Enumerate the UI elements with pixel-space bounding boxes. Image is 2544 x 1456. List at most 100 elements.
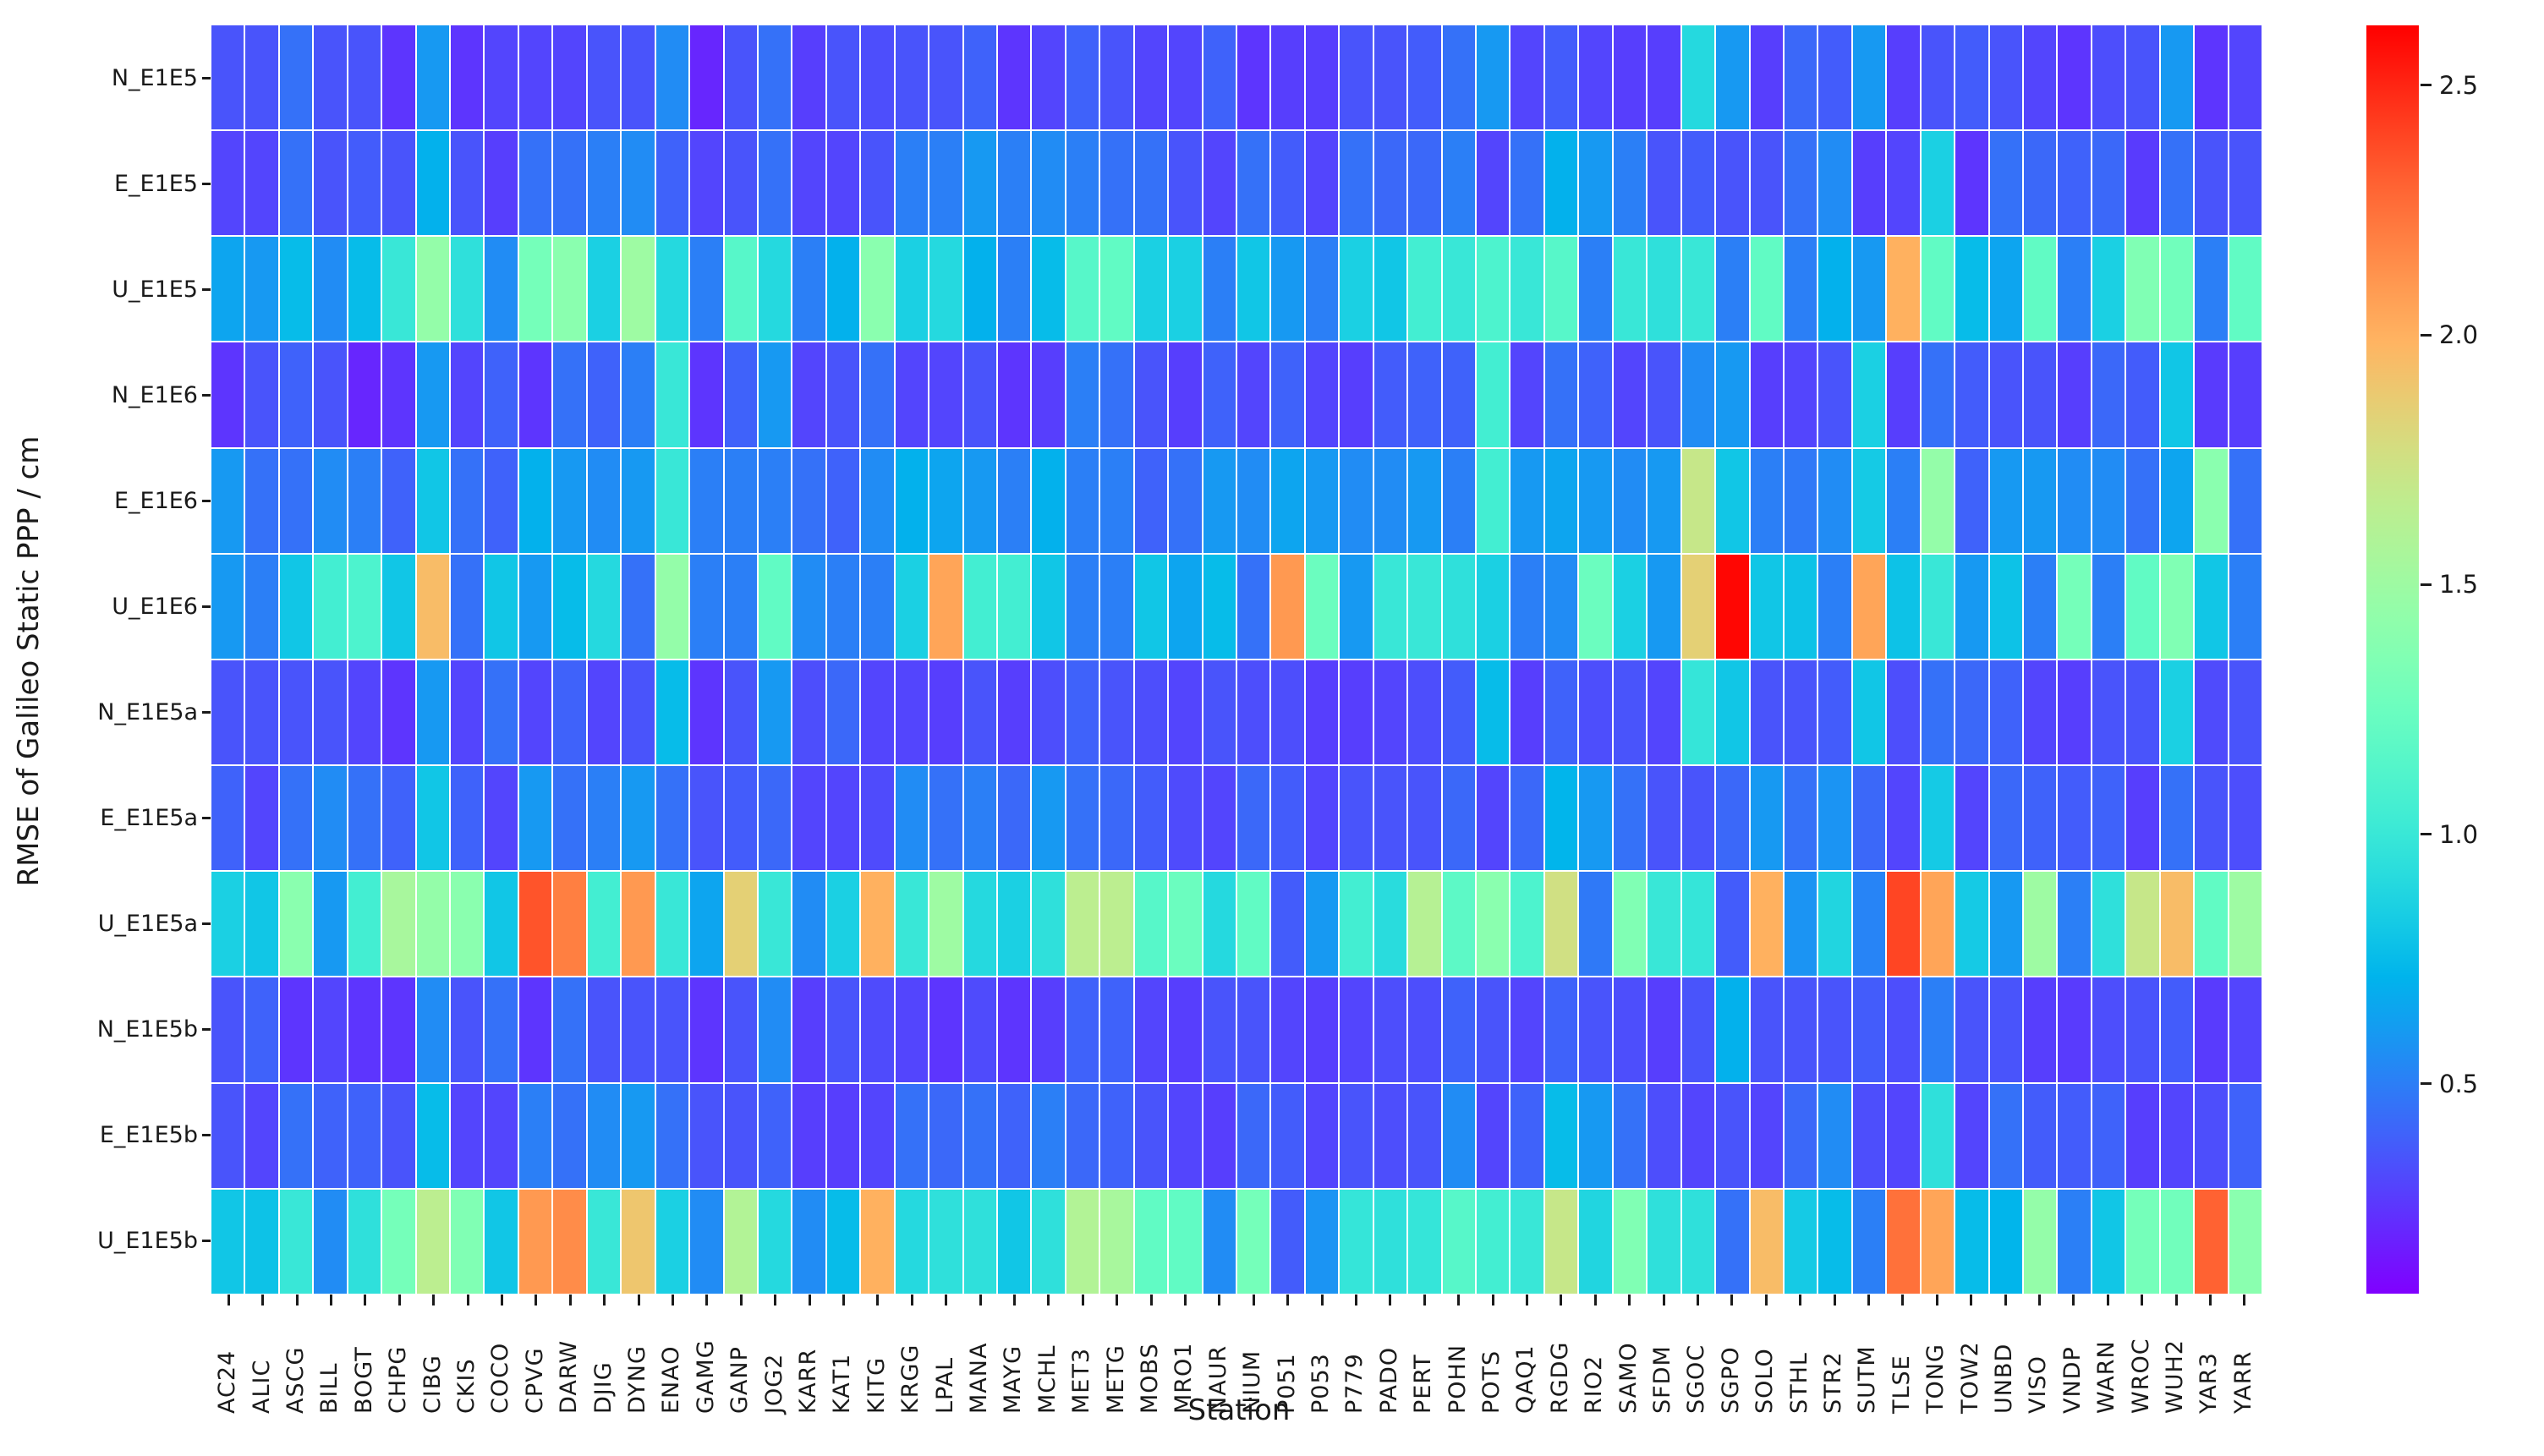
heatmap-cell [655, 554, 689, 659]
x-tick-mark [1149, 1295, 1153, 1305]
heatmap-cell [1373, 766, 1407, 871]
heatmap-cell [1305, 766, 1339, 871]
colorbar-tick-mark [2421, 333, 2432, 337]
heatmap-cell [1271, 25, 1304, 130]
heatmap-cell [348, 554, 381, 659]
x-tick-mark [910, 1295, 913, 1305]
x-tick-label: UNBD [1991, 1343, 2017, 1414]
heatmap-cell [1477, 872, 1510, 977]
heatmap-cell [792, 872, 825, 977]
heatmap-cell [451, 872, 484, 977]
heatmap-cell [2126, 1083, 2159, 1188]
heatmap-cell [1716, 660, 1749, 765]
heatmap-cell [1613, 342, 1647, 447]
heatmap-cell [1340, 554, 1373, 659]
x-tick-mark [261, 1295, 265, 1305]
heatmap-cell [1340, 872, 1373, 977]
heatmap-cell [2023, 660, 2057, 765]
heatmap-cell [1989, 1083, 2022, 1188]
x-tick-mark [774, 1295, 777, 1305]
heatmap-cell [211, 977, 244, 1082]
heatmap-cell [2092, 977, 2125, 1082]
heatmap-cell [1579, 977, 1612, 1082]
heatmap-cell [792, 660, 825, 765]
heatmap-cell [1373, 554, 1407, 659]
x-tick-label: QAQ1 [1512, 1344, 1539, 1414]
heatmap-cell [1340, 448, 1373, 553]
heatmap-cell [518, 342, 552, 447]
heatmap-cell [348, 1189, 381, 1294]
heatmap-cell [963, 448, 996, 553]
y-tick-label: N_E1E5a [97, 698, 198, 725]
heatmap-cell [1648, 342, 1680, 447]
heatmap-cell [895, 448, 929, 553]
heatmap-cell [416, 25, 450, 130]
heatmap-cell [792, 342, 825, 447]
heatmap-cell [758, 342, 792, 447]
heatmap-cell [758, 977, 792, 1082]
y-tick-label: U_E1E5b [97, 1227, 198, 1254]
heatmap-cell [382, 131, 415, 236]
heatmap-cell [1373, 237, 1407, 342]
heatmap-cell [2126, 237, 2159, 342]
heatmap-cell [2023, 554, 2057, 659]
colorbar [2366, 25, 2419, 1294]
heatmap-cell [1579, 554, 1612, 659]
x-tick-mark [1970, 1295, 1973, 1305]
heatmap-cell [1066, 872, 1099, 977]
heatmap-cell [758, 1189, 792, 1294]
y-tick-label: N_E1E5b [96, 1015, 198, 1043]
heatmap-cell [553, 554, 586, 659]
heatmap-cell [1408, 25, 1441, 130]
heatmap-cell [587, 448, 621, 553]
heatmap-cell [1134, 25, 1168, 130]
heatmap-cell [314, 554, 347, 659]
heatmap-cell [1544, 25, 1578, 130]
heatmap-cell [1784, 660, 1818, 765]
heatmap-cell [1613, 237, 1647, 342]
heatmap-cell [1579, 25, 1612, 130]
heatmap-cell [1237, 342, 1270, 447]
x-tick-mark [671, 1295, 674, 1305]
heatmap-cell [1989, 660, 2022, 765]
heatmap-cell [1613, 554, 1647, 659]
heatmap-cell [1066, 131, 1099, 236]
heatmap-cell [1648, 237, 1680, 342]
heatmap-cell [1921, 1083, 1955, 1188]
heatmap-cell [2023, 872, 2057, 977]
heatmap-cell [929, 977, 962, 1082]
y-tick-mark [202, 183, 211, 185]
heatmap-cell [622, 342, 655, 447]
heatmap-cell [348, 448, 381, 553]
heatmap-cell [1510, 237, 1543, 342]
heatmap-cell [1305, 1083, 1339, 1188]
x-tick-label: CHPG [385, 1345, 412, 1414]
heatmap-cell [1648, 25, 1680, 130]
heatmap-cell [211, 1189, 244, 1294]
heatmap-cell [1134, 342, 1168, 447]
heatmap-cell [2058, 977, 2091, 1082]
heatmap-cell [451, 25, 484, 130]
heatmap-cell [2058, 25, 2091, 130]
heatmap-cell [2195, 131, 2228, 236]
heatmap-cell [314, 25, 347, 130]
x-tick-label: YAR3 [2196, 1352, 2223, 1414]
heatmap-cell [655, 1189, 689, 1294]
x-tick-mark [603, 1295, 606, 1305]
heatmap-cell [1784, 237, 1818, 342]
heatmap-cell [1989, 977, 2022, 1082]
heatmap-cell [2023, 342, 2057, 447]
heatmap-cell [963, 872, 996, 977]
heatmap-cell [1955, 554, 1988, 659]
heatmap-cell [929, 872, 962, 977]
heatmap-cell [1305, 237, 1339, 342]
heatmap-cell [279, 977, 313, 1082]
heatmap-cell [1716, 25, 1749, 130]
heatmap-cell [2126, 766, 2159, 871]
heatmap-cell [2229, 131, 2262, 236]
heatmap-cell [1169, 766, 1202, 871]
x-tick-label: KRGG [897, 1344, 924, 1414]
heatmap-cell [1066, 448, 1099, 553]
y-tick-mark [202, 77, 211, 79]
heatmap-cell [758, 448, 792, 553]
